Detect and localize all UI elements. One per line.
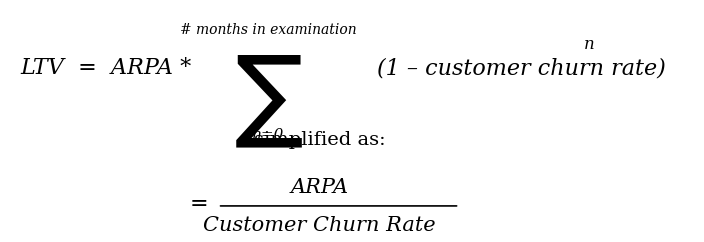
Text: LTV  =  ARPA *: LTV = ARPA * <box>20 57 191 79</box>
Text: n: n <box>584 36 594 53</box>
Text: Customer Churn Rate: Customer Churn Rate <box>203 216 436 234</box>
Text: $\sum$: $\sum$ <box>234 54 303 150</box>
Text: simplified as:: simplified as: <box>253 131 385 149</box>
Text: (1 – customer churn rate): (1 – customer churn rate) <box>377 57 665 79</box>
Text: =: = <box>189 193 208 214</box>
Text: n=0: n=0 <box>253 128 284 142</box>
Text: ARPA: ARPA <box>291 179 348 197</box>
Text: # months in examination: # months in examination <box>180 23 357 37</box>
